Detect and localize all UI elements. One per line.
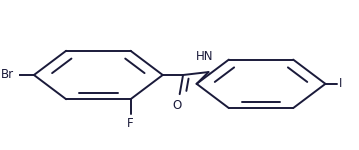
- Text: HN: HN: [196, 50, 214, 63]
- Text: I: I: [339, 77, 342, 90]
- Text: F: F: [127, 117, 134, 130]
- Text: O: O: [172, 99, 182, 112]
- Text: Br: Br: [0, 69, 14, 81]
